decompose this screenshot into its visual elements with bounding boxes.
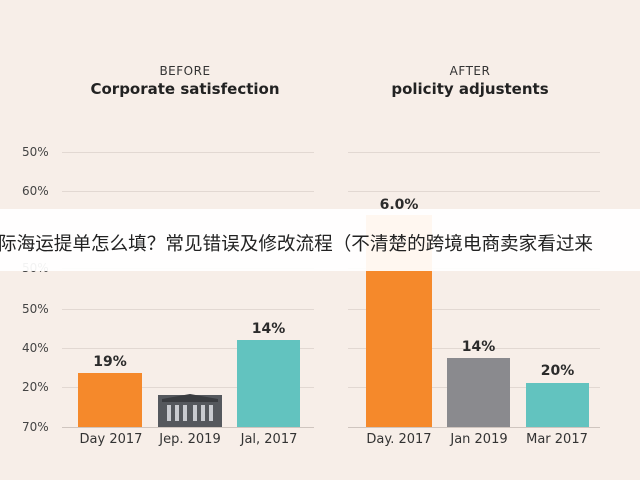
category-label: Mar 2017 xyxy=(526,432,588,447)
axis-label: 70% xyxy=(22,420,49,434)
bar xyxy=(526,383,589,427)
axis-label: 40% xyxy=(22,341,49,355)
kicker: BEFORE xyxy=(159,64,211,78)
grid-line xyxy=(62,309,314,310)
category-label: Day 2017 xyxy=(79,432,143,447)
grid-line xyxy=(62,387,314,388)
axis-label: 50% xyxy=(22,145,49,159)
category-label: Day. 2017 xyxy=(366,432,432,447)
banner-text[interactable]: 际海运提单怎么填？常见错误及修改流程（不清楚的跨境电商卖家看过来 xyxy=(0,234,594,255)
grid-line xyxy=(62,152,314,153)
bar xyxy=(447,358,510,427)
baseline xyxy=(62,427,314,428)
grid-line xyxy=(62,348,314,349)
banner xyxy=(0,209,640,271)
axis-label: 20% xyxy=(22,380,49,394)
grid-line xyxy=(348,309,600,310)
kicker: AFTER xyxy=(449,64,491,78)
baseline xyxy=(348,427,600,428)
category-label: Jep. 2019 xyxy=(159,432,221,447)
grid-line xyxy=(62,191,314,192)
bar-label: 14% xyxy=(251,321,286,337)
bar-label: 19% xyxy=(93,354,127,370)
bar xyxy=(78,373,142,427)
category-label: Jal, 2017 xyxy=(240,432,298,447)
axis-label: 60% xyxy=(22,184,49,198)
axis-label: 50% xyxy=(22,302,49,316)
panel-title: Corporate satisfection xyxy=(90,80,280,98)
grid-line xyxy=(348,191,600,192)
panel-title: policity adjustents xyxy=(391,80,549,98)
bar-label: 14% xyxy=(461,339,496,355)
bar xyxy=(237,340,300,427)
building-icon xyxy=(162,394,218,421)
grid-line xyxy=(348,348,600,349)
category-label: Jan 2019 xyxy=(450,432,508,447)
bar-label: 20% xyxy=(540,363,575,379)
grid-line xyxy=(348,152,600,153)
